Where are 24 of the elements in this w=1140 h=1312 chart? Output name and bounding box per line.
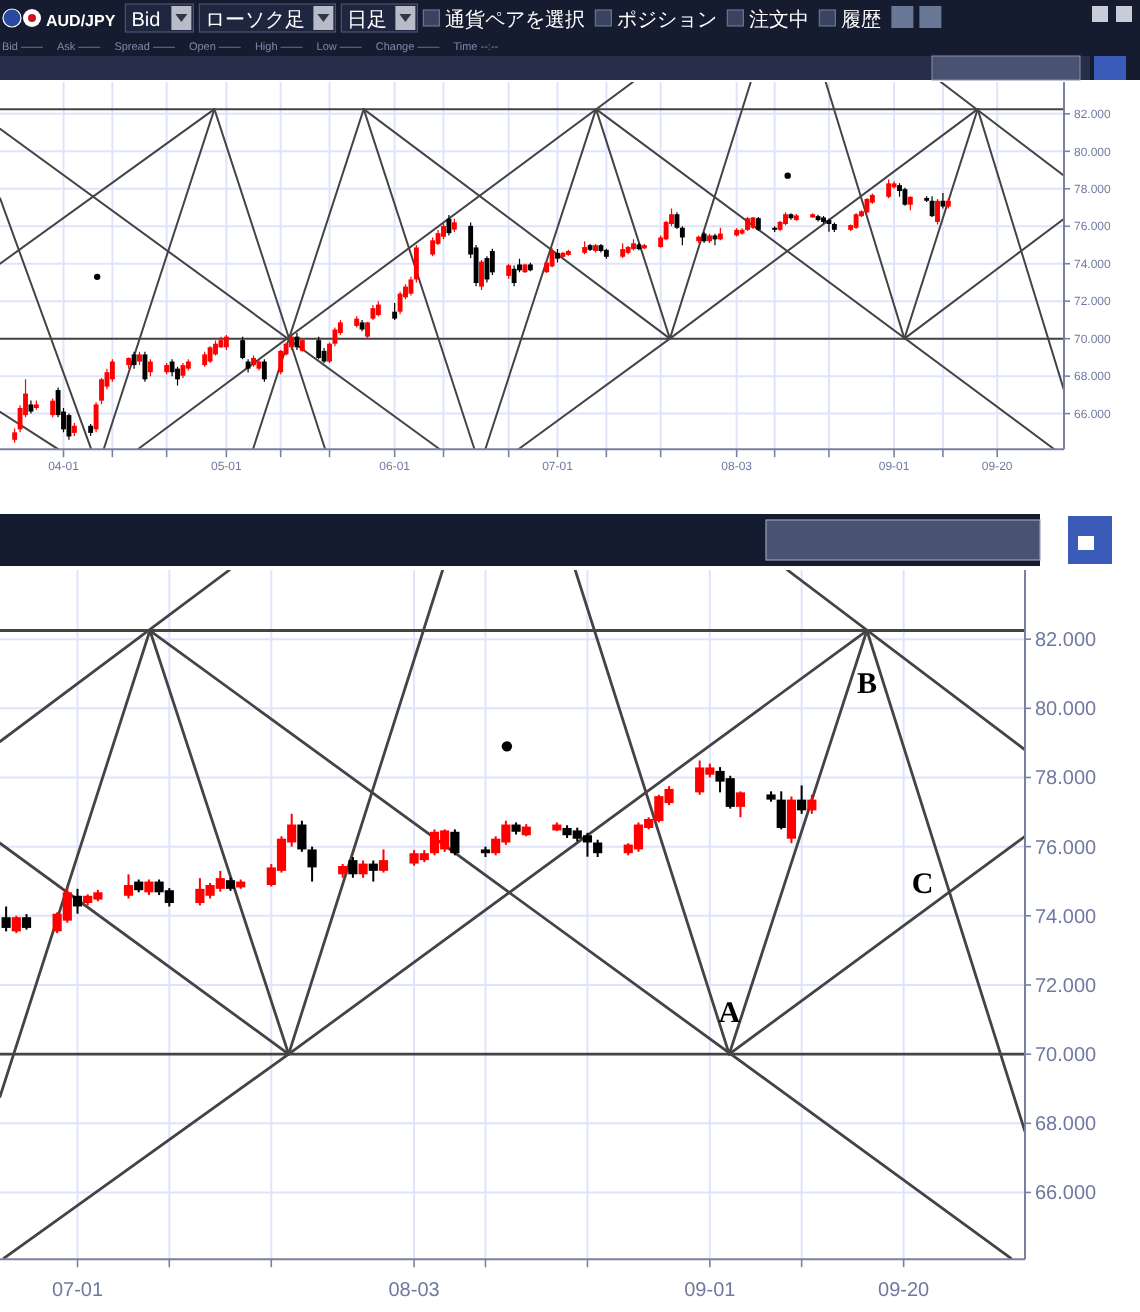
- text: ポジション: [617, 10, 718, 32]
- y-tick-label: 78.000: [1035, 768, 1098, 791]
- text: ローソク足: [205, 10, 306, 32]
- x-tick-label: 09-20: [878, 1280, 931, 1302]
- text: AUD/JPY: [46, 12, 117, 30]
- y-tick-label: 68.000: [1035, 1114, 1098, 1137]
- text: 注文中: [749, 8, 810, 32]
- text: 通貨ペアを選択: [445, 8, 586, 32]
- annotation: A: [718, 998, 741, 1031]
- y-tick-label: 66.000: [1035, 1183, 1098, 1206]
- y-tick-label: 82.000: [1035, 630, 1098, 653]
- text: 日足: [347, 10, 388, 32]
- y-tick-label: 74.000: [1035, 906, 1098, 929]
- text: Bid: [131, 10, 161, 32]
- y-tick-label: 72.000: [1035, 975, 1098, 998]
- text: 履歴: [841, 10, 882, 32]
- x-tick-label: 09-01: [684, 1280, 737, 1302]
- x-tick-label: 08-03: [388, 1280, 441, 1302]
- annotation: C: [911, 869, 934, 902]
- y-tick-label: 80.000: [1035, 699, 1098, 722]
- annotation: B: [856, 668, 877, 701]
- y-tick-label: 76.000: [1035, 837, 1098, 860]
- y-tick-label: 70.000: [1035, 1045, 1098, 1068]
- x-tick-label: 07-01: [51, 1280, 104, 1302]
